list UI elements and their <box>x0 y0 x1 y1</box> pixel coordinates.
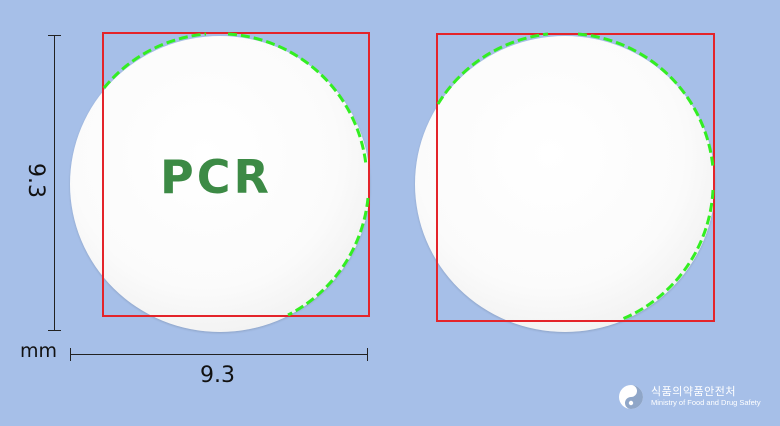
horizontal-ruler <box>70 354 368 355</box>
vertical-ruler <box>54 35 55 331</box>
front-bounding-box <box>102 32 370 317</box>
pill-front <box>70 36 370 332</box>
horizontal-dimension-label: 9.3 <box>200 363 235 388</box>
pill-back <box>415 36 715 332</box>
horizontal-ruler-cap-left <box>70 348 71 361</box>
logo-english-text: Ministry of Food and Drug Safety <box>651 397 761 407</box>
unit-label: mm <box>20 340 58 362</box>
horizontal-ruler-cap-right <box>367 348 368 361</box>
logo-korean-text: 식품의약품안전처 <box>651 386 736 399</box>
pill-imprint: PCR <box>160 150 272 204</box>
vertical-dimension-label: 9.3 <box>23 163 48 198</box>
mfds-emblem-icon <box>619 385 643 409</box>
vertical-ruler-cap-top <box>48 35 61 36</box>
mfds-logo: 식품의약품안전처 Ministry of Food and Drug Safet… <box>618 384 761 410</box>
vertical-ruler-cap-bottom <box>48 330 61 331</box>
back-bounding-box <box>436 33 715 322</box>
